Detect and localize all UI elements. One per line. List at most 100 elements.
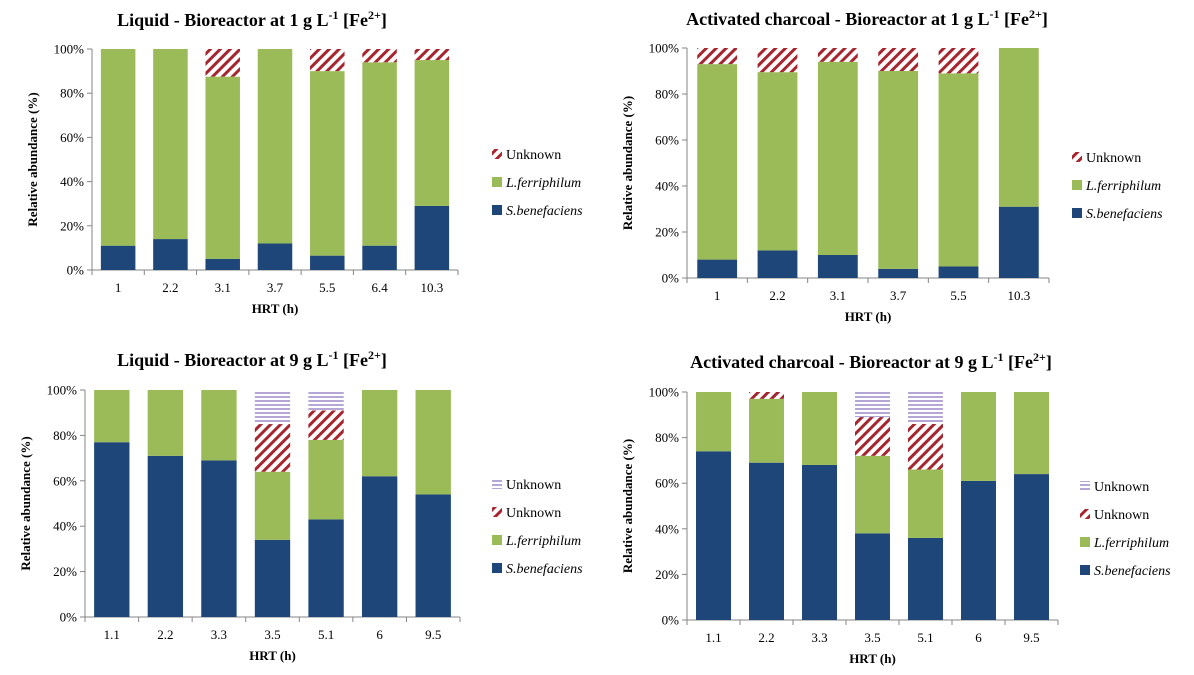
bar-segment-s-benefaciens [201,460,237,617]
bar-segment-s-benefaciens [205,258,240,270]
y-tick-label: 20% [655,567,679,582]
title-sup1: -1 [329,8,339,22]
x-axis-title: HRT (h) [849,651,896,666]
legend-swatch [492,149,502,159]
y-tick-label: 100% [47,383,78,398]
title-sup2: 2+ [368,348,381,362]
bar-stack-5.5 [310,49,345,270]
bar-segment-l-ferriphilum [697,64,738,260]
bar-segment-l-ferriphilum [205,76,240,259]
bar-segment-l-ferriphilum [802,392,837,465]
legend-item: L.ferriphilum [1080,536,1169,551]
bar-segment-l-ferriphilum [361,390,398,477]
y-tick-label: 80% [53,428,77,443]
chart-title: Activated charcoal - Bioreactor at 1 g L… [686,7,1048,29]
bar-segment-s-benefaciens [310,255,345,270]
legend: Unknown Unknown L.ferriphilum S.benefaciens [1080,480,1171,579]
bar-stack-5.1 [308,390,344,617]
bar-segment-unknown [308,410,344,440]
bar-segment-unknown [855,417,890,456]
chart-3: Liquid - Bioreactor at 9 g L-1 [Fe2+] 0% 2… [18,348,583,663]
y-tick-label: 0% [60,610,78,625]
x-tick-label: 5.5 [319,280,335,295]
bar-stack-3.3 [802,392,837,620]
bar-segment-s-benefaciens [1014,474,1049,620]
bar-segment-s-benefaciens [961,480,996,620]
y-tick-label: 40% [53,519,77,534]
legend-item: Unknown [1080,508,1149,523]
legend-item: L.ferriphilum [492,176,581,191]
title-pre: Liquid - Bioreactor at 1 g L [117,10,328,30]
legend-swatch [1072,152,1082,162]
legend-label: Unknown [1094,480,1149,495]
bar-segment-unknown [938,48,979,74]
bar-stack-3.1 [205,49,240,270]
legend-swatch [492,563,502,573]
x-tick-label: 3.5 [264,627,280,642]
y-tick-label: 40% [655,179,679,194]
bar-stack-1 [697,48,738,278]
bar-stack-3.7 [257,49,293,270]
title-post: ] [1046,352,1052,372]
x-tick-label: 9.5 [1023,630,1039,645]
bar-segment-l-ferriphilum [1014,392,1049,475]
bar-segment-s-benefaciens [908,537,943,620]
y-tick-label: 60% [655,133,679,148]
bar-segment-s-benefaciens [817,255,858,278]
bar-segment-unknown [254,390,291,425]
bar-segment-unknown [310,49,345,72]
legend-label: Unknown [506,478,561,493]
y-tick-label: 100% [649,385,680,400]
bar-stack-3.3 [201,390,237,617]
x-tick-label: 3.3 [811,630,827,645]
legend-swatch [492,507,502,517]
bar-segment-unknown [757,48,798,73]
y-tick-label: 60% [655,476,679,491]
legend-label: S.benefaciens [506,204,583,219]
legend-item: Unknown [1072,151,1141,166]
chart-title: Liquid - Bioreactor at 1 g L-1 [Fe2+] [117,8,387,30]
bar-segment-l-ferriphilum [961,392,996,481]
legend-label: Unknown [506,148,561,163]
y-tick-label: 80% [655,430,679,445]
title-sup2: 2+ [1029,7,1042,21]
bar-segment-l-ferriphilum [94,390,130,443]
bar-segment-unknown [308,390,344,411]
bar-segment-unknown [254,424,291,472]
bar-stack-3.1 [817,48,858,278]
y-tick-label: 60% [60,130,84,145]
bar-segment-l-ferriphilum [878,71,919,269]
x-tick-label: 3.1 [215,280,231,295]
bar-segment-l-ferriphilum [414,60,450,206]
x-tick-label: 3.5 [864,630,880,645]
x-axis-title: HRT (h) [845,309,892,324]
x-tick-label: 5.1 [318,627,334,642]
chart-title: Activated charcoal - Bioreactor at 9 g L… [690,350,1052,372]
legend-swatch [1080,509,1090,519]
bar-stack-6 [961,392,996,620]
bar-segment-l-ferriphilum [855,455,890,534]
bar-stack-2.2 [147,390,184,617]
x-tick-label: 9.5 [425,627,441,642]
title-sup2: 2+ [368,8,381,22]
y-tick-label: 40% [655,521,679,536]
bar-segment-s-benefaciens [147,455,184,617]
legend-swatch [1080,537,1090,547]
bar-segment-l-ferriphilum [153,49,188,240]
bar-stack-6 [361,390,398,617]
bar-segment-unknown [817,48,858,62]
bar-segment-s-benefaciens [938,266,979,278]
bar-segment-s-benefaciens [749,462,784,620]
title-mid: [Fe [1000,9,1029,29]
x-tick-label: 1.1 [104,627,120,642]
bar-segment-l-ferriphilum [938,73,979,267]
bar-stack-1.1 [696,392,731,620]
y-axis-title: Relative abundance (%) [620,96,635,230]
legend-item: Unknown [492,478,561,493]
bar-stack-5.5 [938,48,979,278]
bar-segment-l-ferriphilum [415,390,451,495]
bar-segment-s-benefaciens [878,268,919,278]
x-tick-label: 2.2 [162,280,178,295]
bar-segment-l-ferriphilum [362,62,397,246]
legend-label: Unknown [1086,151,1141,166]
